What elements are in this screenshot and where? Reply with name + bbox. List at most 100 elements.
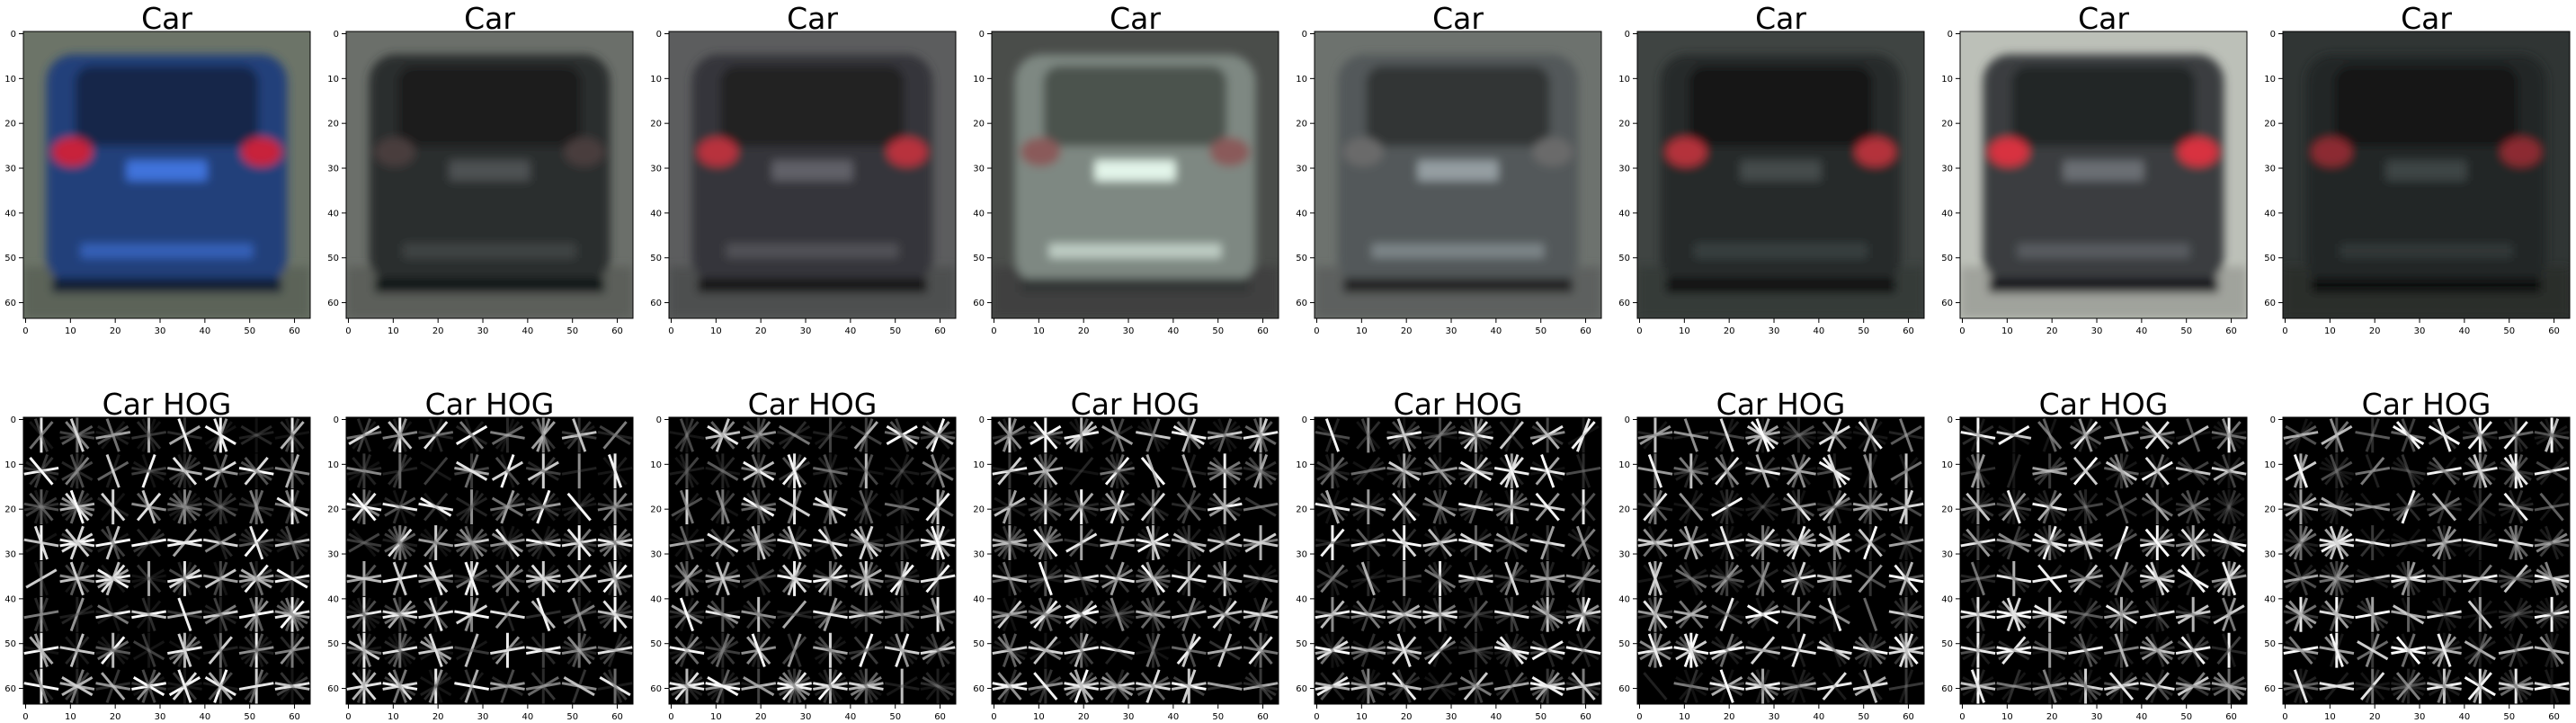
y-tick-label: 0	[11, 30, 16, 40]
car-hog-panel: Car HOG 0 10 20 30 40 50 60 0 10 20 30 40 50 60	[1941, 387, 2248, 722]
y-tick-label: 40	[1296, 594, 1307, 604]
y-tick-label: 10	[973, 460, 985, 470]
y-tick-label: 0	[1302, 30, 1307, 40]
y-tick-label: 50	[650, 254, 662, 263]
x-tick-label: 40	[2136, 712, 2148, 722]
panel-title: Car	[2078, 1, 2129, 36]
x-tick-label: 10	[710, 712, 722, 722]
x-tick-label: 10	[1033, 326, 1045, 336]
car-license-plate	[449, 160, 530, 181]
y-tick-label: 40	[650, 594, 662, 604]
y-tick-label: 50	[973, 254, 985, 263]
axes-frame	[22, 31, 311, 319]
x-tick-label: 50	[244, 712, 255, 722]
y-tick-label: 30	[1941, 165, 1953, 174]
y-tick-label: 0	[979, 30, 985, 40]
panel-title: Car	[141, 1, 192, 36]
x-tick-label: 20	[110, 712, 121, 722]
x-tick-label: 10	[2324, 712, 2336, 722]
car-tail-light-right	[241, 138, 282, 166]
x-tick-label: 50	[1858, 712, 1869, 722]
x-tick-label: 60	[2225, 326, 2237, 336]
x-tick-label: 60	[2548, 712, 2560, 722]
x-tick-label: 0	[991, 326, 996, 336]
y-tick-label: 10	[327, 75, 339, 85]
x-tick-label: 60	[1580, 326, 1591, 336]
x-tick-label: 20	[755, 326, 767, 336]
y-tick-label: 40	[1941, 594, 1953, 604]
x-tick-label: 40	[1814, 712, 1825, 722]
x-tick-label: 0	[1314, 712, 1319, 722]
car-tail-light-left	[51, 138, 93, 166]
y-tick-label: 0	[1948, 30, 1953, 40]
axes-frame	[1314, 31, 1602, 319]
x-tick-label: 50	[889, 712, 901, 722]
x-tick-label: 20	[1724, 712, 1735, 722]
car-hog-panel: Car HOG 0 10 20 30 40 50 60 0 10 20 30 40 50 60	[2264, 387, 2571, 722]
y-tick-label: 60	[973, 684, 985, 694]
car-hog-panel: Car HOG 0 10 20 30 40 50 60 0 10 20 30 40 50 60	[973, 387, 1279, 722]
x-tick-label: 50	[1535, 712, 1546, 722]
x-tick-label: 30	[1769, 326, 1780, 336]
axes-frame	[345, 31, 634, 319]
y-tick-label: 40	[4, 209, 16, 219]
y-tick-label: 50	[1618, 639, 1630, 649]
y-tick-label: 10	[1941, 75, 1953, 85]
x-tick-label: 30	[2414, 326, 2426, 336]
y-tick-label: 30	[2264, 165, 2276, 174]
x-tick-label: 0	[1636, 326, 1642, 336]
car-tail-light-left	[1988, 138, 2029, 166]
car-tail-light-right	[2500, 138, 2542, 166]
axes-frame	[1959, 31, 2248, 319]
panel-title: Car HOG	[1716, 387, 1846, 422]
x-tick-label: 0	[1314, 326, 1319, 336]
y-tick-label: 50	[4, 639, 16, 649]
car-tail-light-right	[564, 138, 605, 166]
y-tick-label: 30	[1618, 165, 1630, 174]
car-rear-window	[397, 66, 582, 147]
x-tick-label: 40	[1168, 712, 1180, 722]
car-rear-window	[1043, 66, 1227, 147]
x-tick-label: 30	[477, 326, 489, 336]
y-tick-label: 20	[2264, 120, 2276, 129]
y-tick-label: 60	[1296, 684, 1307, 694]
hog-gradient-strokes	[346, 417, 633, 704]
car-hog-panel: Car HOG 0 10 20 30 40 50 60 0 10 20 30 40 50 60	[650, 387, 957, 722]
x-tick-label: 30	[800, 326, 812, 336]
y-tick-label: 40	[1618, 209, 1630, 219]
car-hog-panel: Car HOG 0 10 20 30 40 50 60 0 10 20 30 40 50 60	[4, 387, 311, 722]
car-image-panel: Car 0 10 20 30 40 50 60 0 10 20 30 40 50 60	[1618, 1, 1925, 336]
y-tick-label: 20	[650, 120, 662, 129]
y-tick-label: 60	[973, 299, 985, 308]
y-tick-label: 60	[1618, 684, 1630, 694]
car-rear-window	[75, 66, 259, 147]
y-tick-label: 20	[1941, 505, 1953, 515]
panel-title: Car HOG	[748, 387, 878, 422]
y-tick-label: 50	[4, 254, 16, 263]
y-tick-label: 0	[656, 415, 662, 425]
car-license-plate	[771, 160, 853, 181]
car-license-plate	[1740, 160, 1822, 181]
car-rear-window	[1366, 66, 1550, 147]
y-tick-label: 20	[327, 505, 339, 515]
y-tick-label: 40	[1941, 209, 1953, 219]
x-tick-label: 10	[2001, 326, 2013, 336]
y-tick-label: 40	[2264, 209, 2276, 219]
x-tick-label: 20	[1401, 712, 1413, 722]
axes-frame	[1314, 416, 1602, 705]
car-license-plate	[1417, 160, 1499, 181]
y-tick-label: 30	[1296, 165, 1307, 174]
x-tick-label: 30	[477, 712, 489, 722]
y-tick-label: 0	[979, 415, 985, 425]
car-tail-light-right	[887, 138, 928, 166]
y-tick-label: 60	[1941, 684, 1953, 694]
y-tick-label: 20	[4, 505, 16, 515]
y-tick-label: 50	[1296, 254, 1307, 263]
x-tick-label: 30	[800, 712, 812, 722]
car-rear-window	[2334, 66, 2518, 147]
car-bumper	[726, 244, 899, 259]
hog-gradient-strokes	[2283, 417, 2570, 704]
panel-title: Car HOG	[2362, 387, 2491, 422]
x-tick-label: 10	[388, 326, 399, 336]
